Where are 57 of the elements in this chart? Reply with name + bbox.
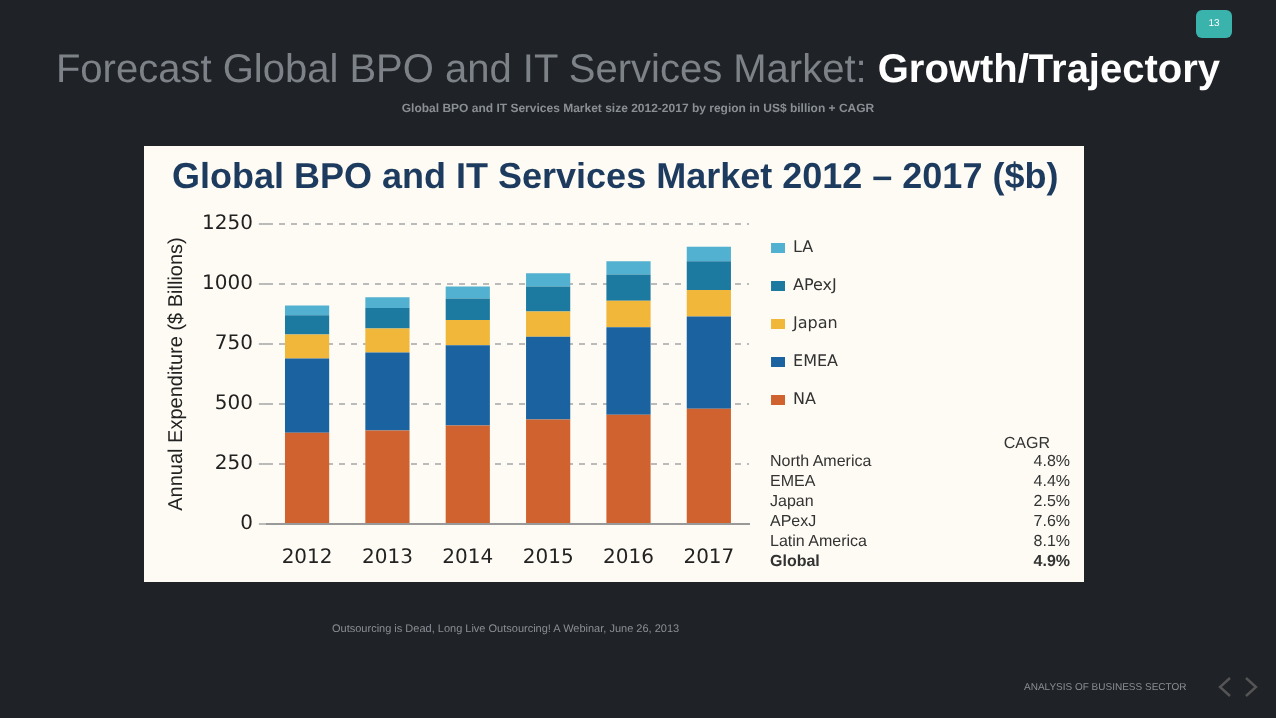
- bar: [526, 419, 571, 523]
- bar: [526, 311, 571, 337]
- bar: [284, 315, 330, 335]
- y-tick-label: 1000: [201, 273, 253, 296]
- y-tick-label: 250: [214, 453, 253, 476]
- text: Global BPO and IT Services Market 2012 – 2017 ($b): [172, 156, 1059, 198]
- legend-label: NA: [793, 390, 817, 409]
- bar: [445, 298, 490, 320]
- text: APexJ 7.6%: [770, 512, 1070, 530]
- bar: [445, 286, 490, 299]
- bar: [686, 246, 731, 262]
- bar: [445, 425, 490, 523]
- bar: [686, 261, 731, 290]
- legend-label: APexJ: [793, 276, 837, 295]
- bar: [606, 274, 651, 301]
- legend-label: EMEA: [793, 352, 840, 371]
- bar: [526, 273, 571, 287]
- y-tick-label: 0: [240, 513, 253, 536]
- y-tick-label: 500: [214, 393, 253, 416]
- bar: [686, 408, 731, 523]
- y-tick-label: 750: [214, 333, 253, 356]
- x-tick-label: 2014: [442, 547, 494, 570]
- bar: [284, 358, 330, 433]
- text: North America 4.8%: [770, 452, 1070, 470]
- bar: [365, 297, 410, 308]
- text: Latin America 8.1%: [770, 532, 1070, 550]
- legend-label: LA: [793, 238, 815, 257]
- bar: [284, 334, 330, 359]
- text: CAGR: [1001, 434, 1052, 452]
- bar: [606, 414, 651, 523]
- x-tick-label: 2015: [522, 547, 574, 570]
- bar: [284, 432, 330, 523]
- bar: [445, 320, 490, 346]
- bar: [686, 316, 731, 409]
- bar: [606, 300, 651, 328]
- bar: [365, 430, 410, 523]
- bar: [686, 290, 731, 317]
- bar: [365, 328, 410, 353]
- chart-title: Forecast Global BPO and IT Services Market: Growth/Trajectory: [53, 48, 1223, 94]
- y-tick-label: 1250: [201, 213, 253, 236]
- legend-label: Japan: [791, 314, 838, 333]
- bar: [365, 352, 410, 431]
- x-tick-label: 2016: [603, 547, 654, 570]
- x-tick-label: 2012: [281, 547, 333, 570]
- text: EMEA 4.4%: [770, 472, 1070, 490]
- y-axis-title: Annual Expenditure ($ Billions): [165, 237, 188, 511]
- bar: [606, 261, 651, 275]
- bar: [606, 327, 651, 415]
- bar: [445, 345, 490, 426]
- text: Global 4.9%: [770, 552, 1070, 570]
- x-tick-label: 2013: [361, 547, 413, 570]
- text: Japan 2.5%: [770, 492, 1070, 510]
- bar: [365, 308, 410, 329]
- bar: [284, 305, 330, 316]
- x-tick-label: 2017: [683, 547, 735, 570]
- bar: [526, 286, 571, 312]
- bar: [526, 336, 571, 420]
